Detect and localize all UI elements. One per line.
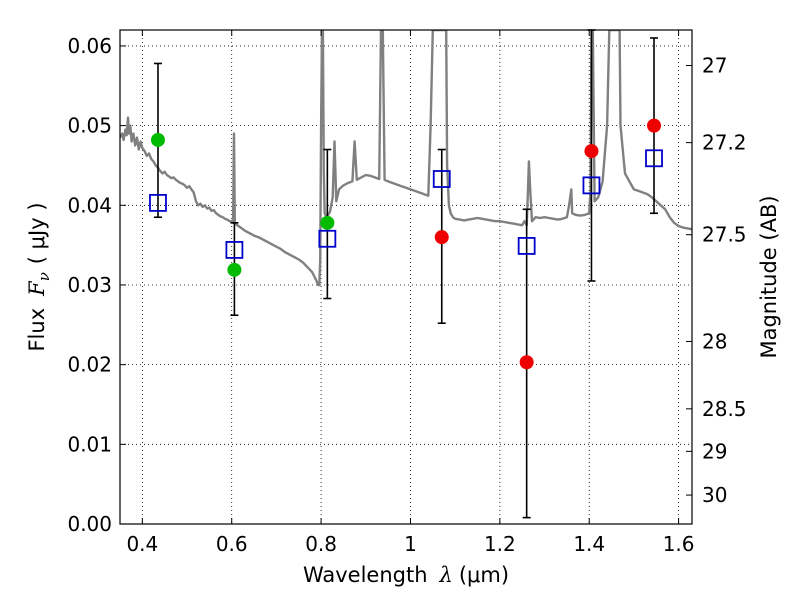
- y-tick-label: 0.04: [67, 193, 112, 217]
- magnitude-tick-label: 30: [702, 483, 727, 507]
- y-axis-right-label: Magnitude (AB): [757, 195, 781, 358]
- x-tick-label: 1.6: [663, 532, 695, 556]
- y-axis-label-unit: ( μJy ): [25, 202, 49, 264]
- model-photometry-square: [225, 241, 244, 259]
- y-tick-label: 0.01: [67, 432, 112, 456]
- y-axis-label-prefix: Flux: [25, 308, 49, 352]
- y-axis-label-symbol: F: [25, 280, 49, 297]
- model-photometry-square: [149, 193, 167, 212]
- observed-flux-point: [434, 230, 449, 245]
- x-axis-label: Wavelength λ (μm): [303, 563, 509, 587]
- magnitude-tick-label: 28.5: [702, 397, 747, 421]
- x-tick-label: 0.8: [305, 532, 337, 556]
- observed-flux-point: [584, 144, 599, 159]
- model-photometry-square: [582, 176, 601, 195]
- y-tick-label: 0.02: [67, 353, 112, 377]
- ticks: 0.4 0.6 0.8 1 1.2 1.4 1.6 0.00 0.01 0.02 0.03 0.04 0…: [67, 30, 747, 556]
- model-photometry-square: [432, 170, 451, 188]
- magnitude-tick-label: 27: [702, 54, 727, 78]
- observed-flux-point: [320, 215, 335, 230]
- y-tick-label: 0.06: [67, 34, 112, 58]
- y-axis-label: Flux Fν ( μJy ): [25, 202, 53, 351]
- x-tick-label: 1.4: [573, 532, 605, 556]
- model-photometry-square: [318, 229, 337, 248]
- data-markers: [149, 118, 663, 370]
- observed-flux-point: [647, 118, 662, 133]
- model-spectrum-layer: [120, 30, 692, 287]
- observed-flux-point: [519, 355, 534, 370]
- x-axis-label-unit: (μm): [459, 563, 509, 587]
- x-axis-label-prefix: Wavelength: [303, 563, 428, 587]
- model-photometry-square: [645, 149, 663, 168]
- x-tick-label: 1.2: [484, 532, 516, 556]
- observed-flux-point: [227, 262, 242, 277]
- plot-frame: [119, 29, 693, 525]
- y-tick-label: 0.05: [67, 114, 112, 138]
- plot-background: [120, 30, 692, 524]
- magnitude-tick-label: 27.2: [702, 131, 747, 155]
- x-tick-label: 0.6: [216, 532, 248, 556]
- magnitude-tick-label: 28: [702, 329, 727, 353]
- x-tick-label: 0.4: [126, 532, 158, 556]
- x-tick-label: 1: [404, 532, 417, 556]
- model-photometry-square: [517, 237, 536, 255]
- y-tick-label: 0.00: [67, 512, 112, 536]
- y-axis-label-subscript: ν: [35, 272, 53, 281]
- model-spectrum-line: [120, 30, 692, 287]
- y-tick-label: 0.03: [67, 273, 112, 297]
- magnitude-tick-label: 29: [702, 439, 727, 463]
- x-axis-label-symbol: λ: [439, 563, 453, 587]
- observed-flux-point: [150, 132, 165, 147]
- magnitude-tick-label: 27.5: [702, 223, 747, 247]
